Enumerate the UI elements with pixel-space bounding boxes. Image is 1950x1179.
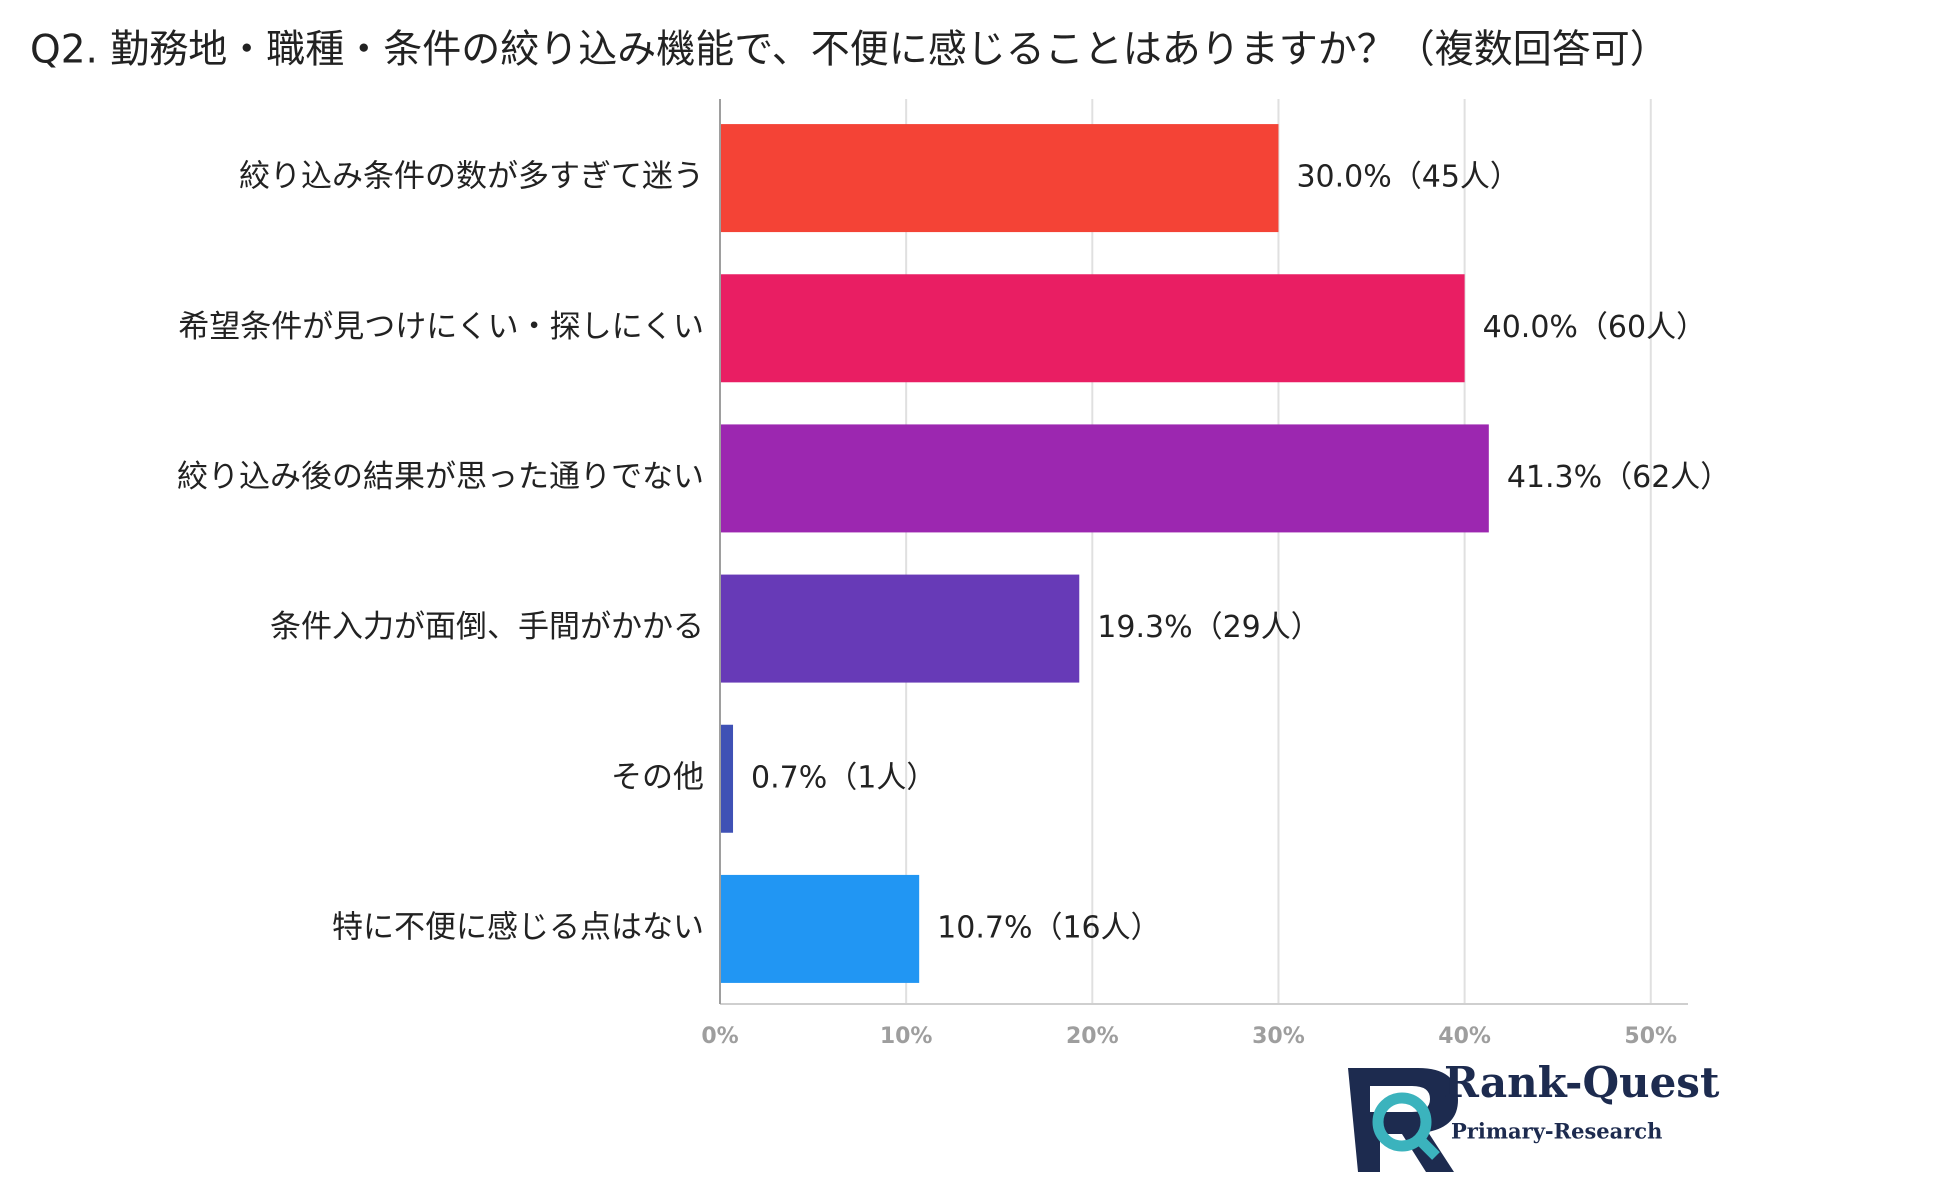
bar [720,124,1279,233]
value-label: 30.0%（45人） [1296,160,1519,195]
logo-mark [1348,1068,1458,1172]
bar [720,424,1489,533]
x-tick-label: 10% [880,1024,933,1049]
logo: Rank-Quest Primary-Research [1348,1058,1720,1172]
bar [720,274,1465,383]
value-label: 19.3%（29人） [1097,610,1320,645]
x-tick-label: 50% [1624,1024,1677,1049]
logo-name: Rank-Quest [1444,1058,1720,1107]
logo-ring [1372,1092,1432,1152]
y-tick-label: 絞り込み条件の数が多すぎて迷う [239,159,704,195]
logo-handle [1414,1134,1440,1160]
y-tick-label: 希望条件が見つけにくい・探しにくい [178,309,704,345]
logo-tagline: Primary-Research [1451,1119,1662,1144]
bar [720,724,734,833]
bar [720,574,1080,683]
value-label: 10.7%（16人） [937,910,1160,945]
y-tick-label: 絞り込み後の結果が思った通りでない [177,459,704,495]
value-label: 0.7%（1人） [751,760,936,795]
x-tick-label: 0% [701,1024,738,1049]
y-tick-label: その他 [611,759,704,795]
x-tick-label: 30% [1252,1024,1305,1049]
value-label: 40.0%（60人） [1483,310,1706,345]
x-tick-label: 20% [1066,1024,1119,1049]
y-tick-label: 条件入力が面倒、手間がかかる [270,609,704,645]
y-tick-label: 特に不便に感じる点はない [332,909,704,945]
x-tick-label: 40% [1438,1024,1491,1049]
value-label: 41.3%（62人） [1507,460,1730,495]
chart-title: Q2. 勤務地・職種・条件の絞り込み機能で、不便に感じることはありますか？（複数… [30,28,1669,73]
bar [720,874,920,983]
